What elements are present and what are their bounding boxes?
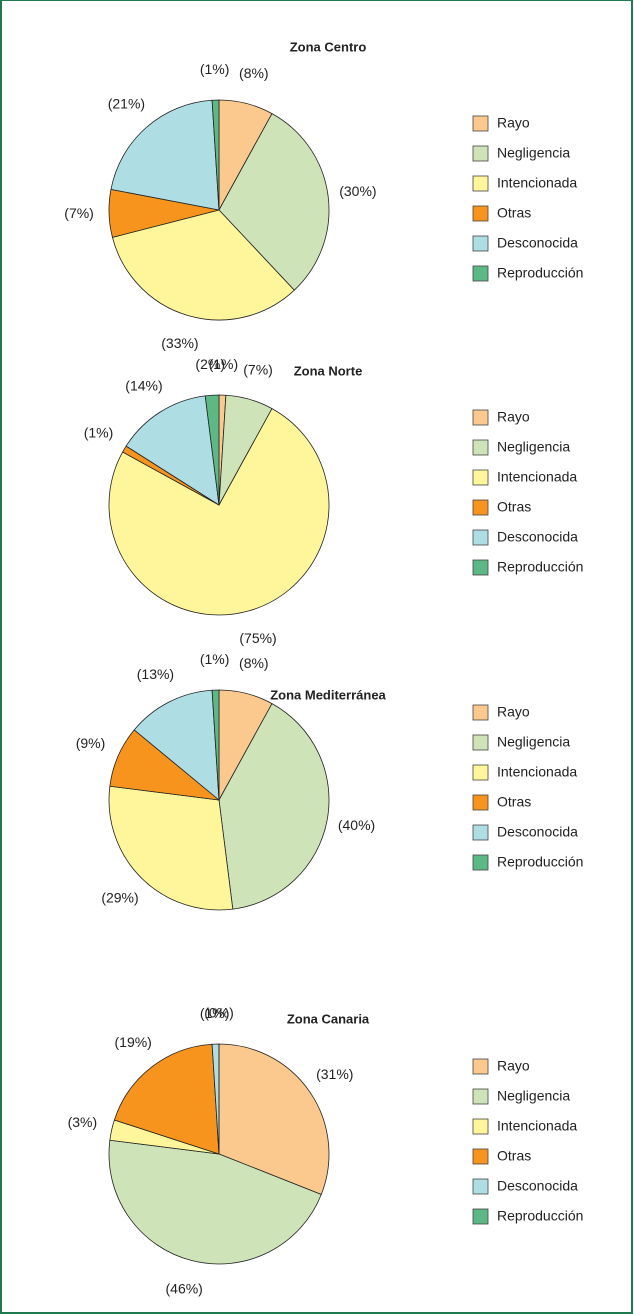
data-label: (19%) [115,1034,152,1050]
legend-label: Desconocida [497,235,578,251]
legend-label: Rayo [497,409,530,425]
data-label: (46%) [166,1280,203,1296]
legend-swatch [472,794,489,811]
legend-swatch [472,205,489,222]
data-label: (21%) [108,96,145,112]
data-label: (8%) [239,65,269,81]
legend-swatch [472,704,489,721]
legend-label: Negligencia [497,734,570,750]
legend-swatch [472,175,489,192]
legend-label: Desconocida [497,1178,578,1194]
pie-slice [211,99,220,211]
data-label: (1%) [200,651,230,667]
legend-swatch [472,824,489,841]
legend-label: Negligencia [497,1088,570,1104]
pie-slice [211,689,220,801]
data-label: (29%) [101,890,138,906]
pie-slice [111,209,295,321]
pie-slice [113,1043,220,1155]
legend-label: Intencionada [497,469,577,485]
legend-swatch [472,764,489,781]
legend-label: Desconocida [497,824,578,840]
data-label: (1%) [84,424,114,440]
data-label: (8%) [239,655,269,671]
data-label: (1%) [200,61,230,77]
pie-slice [110,99,220,211]
data-label: (13%) [137,666,174,682]
legend-swatch [472,1118,489,1135]
legend-swatch [472,235,489,252]
legend-swatch [472,1058,489,1075]
data-label: (0%) [204,1005,234,1021]
data-label: (33%) [161,335,198,351]
pie-slice [125,395,220,506]
legend-label: Negligencia [497,439,570,455]
pie-slice [108,785,234,911]
legend-swatch [472,499,489,516]
legend-swatch [472,145,489,162]
legend-label: Reproducción [497,559,583,575]
legend-label: Intencionada [497,175,577,191]
data-label: (1%) [209,356,239,372]
legend-swatch [472,1178,489,1195]
legend-label: Reproducción [497,854,583,870]
pie-slice [204,394,220,506]
chart-title: Zona Norte [294,363,363,378]
legend-swatch [472,1148,489,1165]
legend-swatch [472,265,489,282]
data-label: (7%) [64,205,94,221]
legend-swatch [472,469,489,486]
chart-title: Zona Centro [290,39,367,54]
pie-slice [133,689,220,801]
data-label: (75%) [239,630,276,646]
pie-slice [108,1139,322,1265]
legend-swatch [472,1088,489,1105]
data-label: (30%) [339,183,376,199]
pie-slice [218,703,330,910]
pie-slice [218,1043,330,1196]
data-label: (14%) [125,377,162,393]
legend-label: Intencionada [497,1118,577,1134]
pie-slice [108,408,330,616]
legend-swatch [472,115,489,132]
legend-swatch [472,854,489,871]
legend-label: Rayo [497,115,530,131]
legend-label: Rayo [497,1058,530,1074]
legend-swatch [472,409,489,426]
legend-label: Otras [497,205,531,221]
legend-swatch [472,529,489,546]
legend-label: Otras [497,499,531,515]
chart-title: Zona Mediterránea [270,687,386,702]
legend-label: Otras [497,1148,531,1164]
legend-label: Intencionada [497,764,577,780]
legend-label: Otras [497,794,531,810]
pie-slice [218,113,330,291]
data-label: (9%) [76,735,106,751]
legend-swatch [472,734,489,751]
legend-label: Reproducción [497,265,583,281]
data-label: (1%) [200,1005,230,1021]
data-label: (7%) [243,361,273,377]
chart-title: Zona Canaria [287,1011,370,1026]
legend-swatch [472,1208,489,1225]
data-label: (31%) [316,1066,353,1082]
data-label: (3%) [68,1114,98,1130]
legend-label: Negligencia [497,145,570,161]
legend-label: Rayo [497,704,530,720]
legend-label: Desconocida [497,529,578,545]
data-label: (2%) [195,356,225,372]
data-label: (40%) [338,817,375,833]
legend-label: Reproducción [497,1208,583,1224]
legend-swatch [472,439,489,456]
legend-swatch [472,559,489,576]
